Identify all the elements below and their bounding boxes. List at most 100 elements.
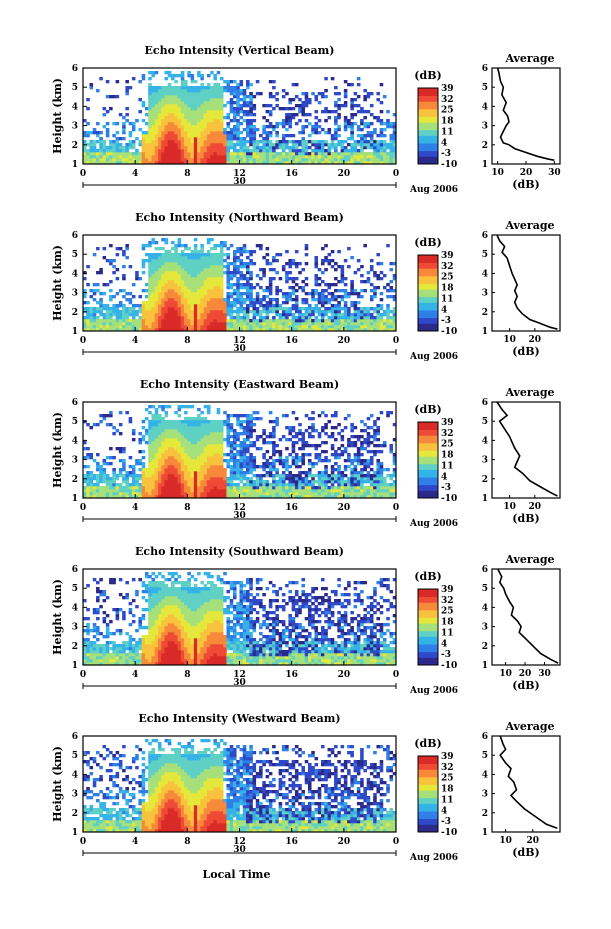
- heatmap-cell: [171, 161, 175, 165]
- heatmap-cell: [213, 310, 217, 314]
- heatmap-cell: [184, 319, 188, 323]
- heatmap-cell: [167, 486, 172, 490]
- heatmap-cell: [177, 420, 182, 424]
- heatmap-cell: [311, 489, 315, 493]
- heatmap-cell: [389, 140, 394, 144]
- heatmap-cell: [141, 495, 146, 499]
- heatmap-cell: [164, 465, 169, 469]
- heatmap-cell: [219, 456, 224, 460]
- heatmap-cell: [171, 453, 175, 457]
- heatmap-cell: [327, 262, 332, 266]
- heatmap-cell: [92, 477, 97, 481]
- heatmap-cell: [356, 310, 361, 314]
- heatmap-cell: [281, 316, 286, 320]
- heatmap-cell: [164, 325, 169, 329]
- heatmap-cell: [249, 483, 253, 487]
- heatmap-cell: [343, 289, 348, 293]
- heatmap-cell: [99, 465, 103, 469]
- heatmap-cell: [112, 313, 116, 317]
- avg-y-tick-label: 4: [482, 269, 488, 279]
- heatmap-cell: [265, 450, 270, 454]
- heatmap-cell: [164, 289, 169, 293]
- heatmap-cell: [109, 462, 113, 466]
- colorbar-tick: 11: [441, 127, 454, 137]
- heatmap-cell: [102, 149, 107, 153]
- heatmap-cell: [327, 322, 332, 326]
- heatmap-cell: [190, 304, 195, 308]
- heatmap-cell: [138, 316, 142, 320]
- heatmap-cell: [285, 107, 289, 111]
- heatmap-cell: [350, 155, 354, 159]
- heatmap-cell: [356, 307, 361, 311]
- heatmap-cell: [213, 158, 217, 162]
- heatmap-cell: [246, 155, 250, 159]
- heatmap-cell: [219, 495, 224, 499]
- heatmap-cell: [151, 486, 156, 490]
- heatmap-cell: [232, 414, 237, 418]
- heatmap-cell: [141, 271, 146, 275]
- heatmap-cell: [255, 158, 260, 162]
- heatmap-cell: [193, 122, 198, 126]
- heatmap-cell: [151, 265, 156, 269]
- heatmap-cell: [171, 74, 175, 78]
- heatmap-cell: [184, 98, 188, 102]
- heatmap-cell: [350, 280, 354, 284]
- heatmap-cell: [210, 325, 214, 329]
- heatmap-cell: [148, 319, 152, 323]
- heatmap-cell: [239, 465, 244, 469]
- heatmap-cell: [184, 405, 188, 409]
- heatmap-cell: [206, 310, 211, 314]
- heatmap-cell: [193, 86, 198, 90]
- heatmap-cell: [239, 110, 244, 114]
- heatmap-cell: [219, 465, 224, 469]
- heatmap-cell: [291, 107, 296, 111]
- heatmap-cell: [265, 155, 270, 159]
- heatmap-cell: [177, 328, 182, 332]
- heatmap-cell: [135, 310, 139, 314]
- heatmap-cell: [265, 143, 270, 147]
- heatmap-cell: [216, 143, 221, 147]
- heatmap-cell: [353, 316, 358, 320]
- heatmap-cell: [307, 468, 312, 472]
- heatmap-cell: [200, 259, 204, 263]
- heatmap-cell: [122, 122, 126, 126]
- heatmap-cell: [379, 146, 384, 150]
- heatmap-cell: [177, 283, 182, 287]
- heatmap-cell: [83, 322, 87, 326]
- heatmap-cell: [164, 155, 169, 159]
- heatmap-cell: [307, 152, 312, 156]
- heatmap-cell: [281, 158, 286, 162]
- heatmap-cell: [206, 411, 211, 415]
- heatmap-cell: [301, 328, 306, 332]
- heatmap-cell: [86, 152, 90, 156]
- heatmap-cell: [324, 268, 328, 272]
- heatmap-cell: [190, 483, 195, 487]
- heatmap-cell: [144, 471, 149, 475]
- heatmap-cell: [314, 453, 319, 457]
- heatmap-cell: [268, 262, 273, 266]
- heatmap-cell: [369, 307, 374, 311]
- heatmap-cell: [154, 155, 159, 159]
- heatmap-cell: [229, 313, 234, 317]
- heatmap-cell: [294, 489, 299, 493]
- heatmap-cell: [148, 131, 152, 135]
- heatmap-cell: [193, 492, 198, 496]
- heatmap-cell: [278, 122, 283, 126]
- heatmap-cell: [236, 471, 240, 475]
- heatmap-cell: [226, 459, 231, 463]
- heatmap-cell: [206, 450, 211, 454]
- heatmap-cell: [288, 328, 292, 332]
- heatmap-cell: [135, 313, 139, 317]
- heatmap-cell: [187, 113, 191, 117]
- heatmap-cell: [294, 456, 299, 460]
- heatmap-cell: [161, 304, 165, 308]
- heatmap-cell: [151, 286, 156, 290]
- heatmap-cell: [161, 280, 165, 284]
- heatmap-cell: [307, 101, 312, 105]
- heatmap-cell: [294, 441, 299, 445]
- heatmap-cell: [242, 265, 247, 269]
- heatmap-cell: [213, 477, 217, 481]
- heatmap-cell: [210, 292, 214, 296]
- heatmap-cell: [259, 304, 263, 308]
- heatmap-cell: [135, 459, 139, 463]
